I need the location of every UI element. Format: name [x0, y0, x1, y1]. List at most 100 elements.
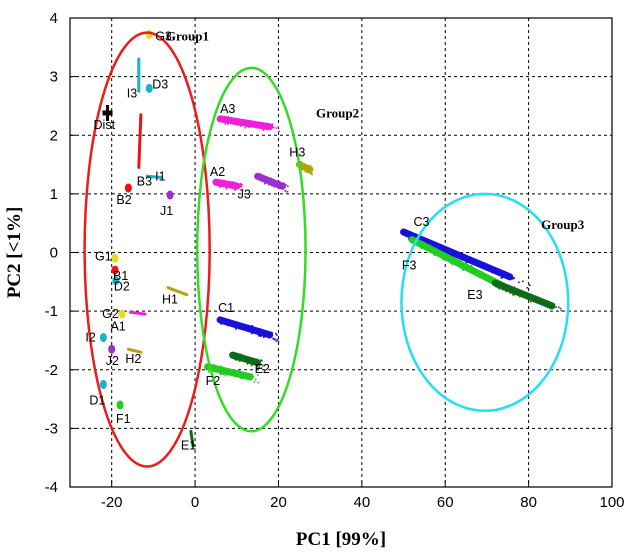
- cluster-point: [299, 161, 302, 164]
- cluster-point: [227, 185, 230, 188]
- cluster-point: [238, 360, 241, 362]
- cluster-point: [246, 375, 249, 377]
- cluster-point: [220, 119, 222, 122]
- cluster-point: [465, 257, 468, 259]
- label-dist: Dist: [94, 118, 116, 132]
- cluster-point: [301, 162, 303, 165]
- cluster-point: [220, 373, 223, 375]
- cluster-point: [220, 318, 223, 321]
- cluster-point: [248, 120, 251, 122]
- group-ellipse-3: [400, 192, 570, 413]
- label-f3: F3: [402, 259, 417, 273]
- group-label-3: Group3: [541, 217, 585, 232]
- cluster-point: [257, 124, 259, 127]
- group-ellipse-1: [83, 31, 211, 468]
- cluster-point: [501, 276, 504, 279]
- cluster-point: [547, 306, 549, 308]
- cluster-point: [272, 178, 274, 181]
- cluster-point: [213, 364, 215, 366]
- cluster-point: [247, 372, 250, 375]
- cluster-point: [426, 249, 429, 251]
- group-label-2: Group2: [316, 106, 359, 121]
- cluster-point: [518, 281, 520, 284]
- cluster-point: [517, 294, 520, 296]
- cluster-point: [223, 185, 226, 188]
- label-e2: E2: [255, 362, 270, 376]
- cluster-point: [258, 366, 260, 369]
- cluster-point: [498, 286, 501, 289]
- cluster-point: [259, 363, 262, 366]
- cluster-h3: [295, 160, 314, 176]
- cluster-point: [224, 123, 226, 125]
- cluster-point: [513, 277, 516, 279]
- cluster-point: [265, 330, 268, 333]
- cluster-point: [269, 123, 272, 126]
- cluster-point: [220, 320, 222, 322]
- cluster-point: [479, 276, 481, 279]
- cluster-point: [502, 288, 505, 291]
- cluster-f1: [116, 400, 124, 410]
- cluster-point: [304, 170, 307, 173]
- cluster-point: [543, 301, 545, 304]
- cluster-point: [239, 356, 241, 359]
- cluster-point: [226, 369, 228, 371]
- cluster-point: [304, 164, 306, 166]
- cluster-point: [426, 246, 429, 249]
- cluster-point: [232, 122, 234, 124]
- cluster-point: [264, 179, 267, 182]
- cluster-point: [459, 251, 462, 254]
- cluster-point: [233, 357, 236, 359]
- cluster-point: [228, 322, 231, 325]
- cluster-point: [223, 117, 226, 119]
- cluster-point: [452, 251, 455, 253]
- cluster-point: [245, 119, 247, 122]
- cluster-point: [511, 292, 514, 294]
- label-g2: G2: [102, 307, 119, 321]
- cluster-point: [443, 256, 445, 259]
- cluster-point: [439, 253, 441, 255]
- cluster-point: [225, 120, 228, 122]
- cluster-point: [255, 363, 258, 365]
- cluster-point: [217, 367, 220, 369]
- cluster-point: [219, 372, 221, 375]
- cluster-point: [235, 352, 237, 355]
- cluster-point: [234, 188, 236, 190]
- cluster-point: [247, 123, 250, 126]
- cluster-point: [263, 336, 265, 339]
- cluster-point: [277, 125, 280, 128]
- cluster-point: [275, 332, 277, 335]
- cluster-point: [503, 286, 506, 289]
- cluster-point: [302, 168, 304, 170]
- cluster-point: [469, 257, 471, 260]
- cluster-point: [227, 319, 229, 322]
- cluster-point: [217, 182, 220, 184]
- cluster-point: [512, 294, 514, 296]
- cluster-point: [258, 175, 261, 178]
- cluster-point: [234, 352, 236, 354]
- cluster-point: [263, 178, 266, 180]
- x-tick-label: 20: [270, 494, 287, 511]
- cluster-point: [217, 179, 219, 182]
- cluster-point: [524, 292, 526, 295]
- cluster-point: [237, 372, 239, 375]
- cluster-point: [275, 127, 277, 129]
- x-tick-label: 60: [437, 494, 454, 511]
- cluster-point: [526, 286, 529, 289]
- cluster-point: [213, 370, 216, 373]
- cluster-point: [306, 169, 309, 171]
- cluster-point: [475, 274, 478, 277]
- cluster-point: [272, 337, 274, 340]
- cluster-point: [249, 357, 251, 360]
- cluster-point: [265, 178, 268, 181]
- cluster-point: [242, 373, 244, 376]
- x-tick-label: 80: [520, 494, 537, 511]
- cluster-point: [264, 124, 267, 127]
- cluster-point: [301, 166, 304, 169]
- x-axis-title: PC1 [99%]: [296, 529, 386, 550]
- cluster-point: [471, 269, 474, 272]
- cluster-point: [244, 124, 246, 126]
- cluster-point: [309, 166, 311, 168]
- cluster-point: [507, 290, 509, 292]
- label-i2: I2: [85, 331, 95, 345]
